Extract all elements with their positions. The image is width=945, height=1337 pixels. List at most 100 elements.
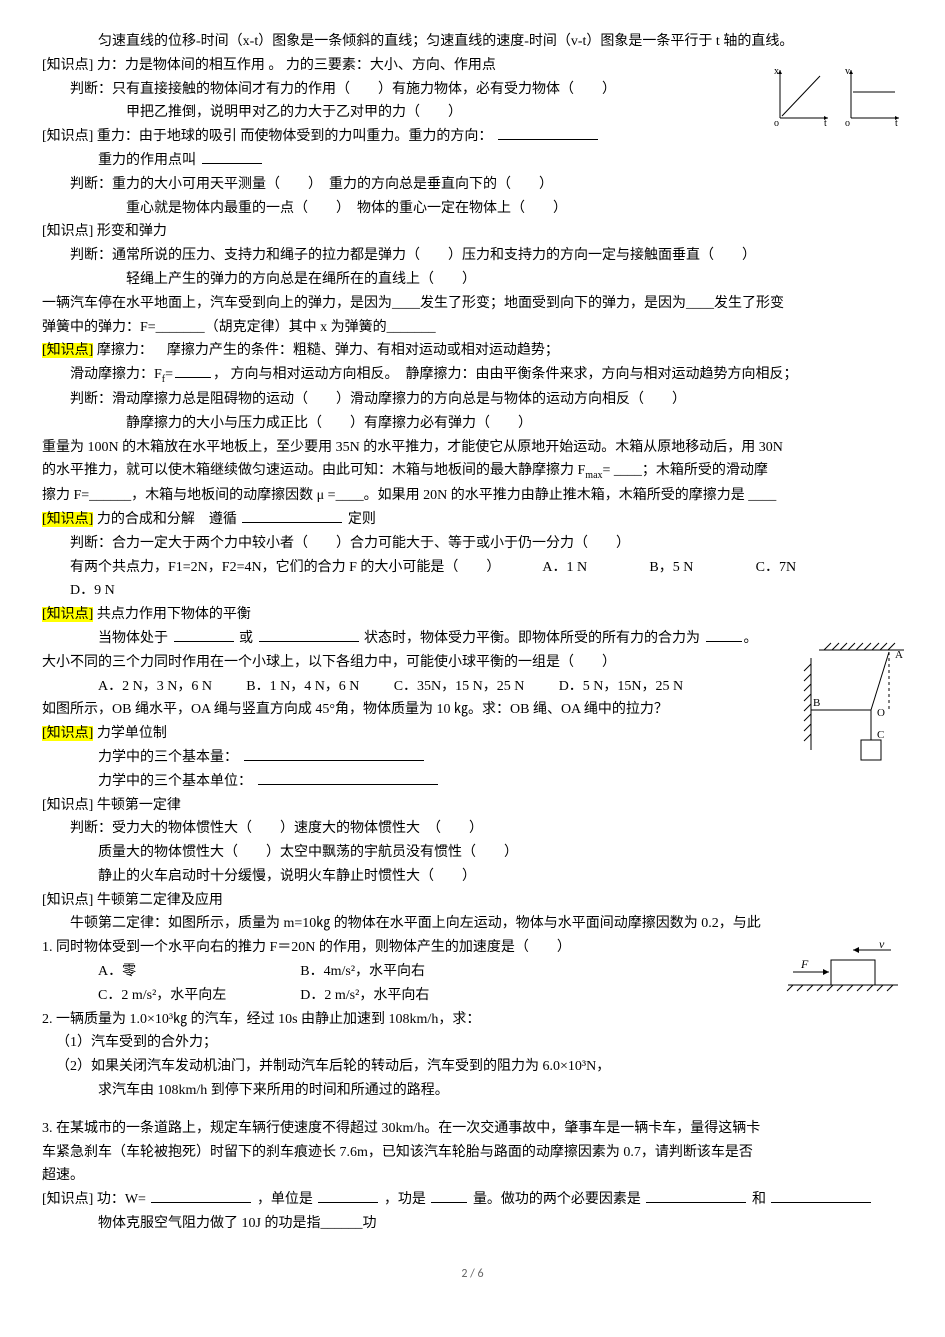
n2-q3b: 车紧急刹车（车轮被抱死）时留下的刹车痕迹长 7.6m，已知该汽车轮胎与路面的动摩…: [42, 1141, 903, 1165]
judge-compose: 判断：合力一定大于两个力中较小者（ ）合力可能大于、等于或小于仍一分力（ ）: [42, 532, 903, 556]
box-line-2b: ____；木箱所受的滑动摩: [614, 463, 768, 478]
units-l2-text: 力学中的三个基本单位：: [98, 774, 252, 789]
rope-q: 如图所示，OB 绳水平，OA 绳与竖直方向成 45°角，物体质量为 10 ㎏。求…: [42, 698, 903, 722]
judge-gravity-2: 重心就是物体内最重的一点（ ） 物体的重心一定在物体上（ ）: [42, 197, 903, 221]
compose-q: 有两个共点力，F1=2N，F2=4N，它们的合力 F 的大小可能是（ ） A．1…: [42, 556, 903, 604]
judge-friction-2: 静摩擦力的大小与压力成正比（ ）有摩擦力必有弹力（ ）: [42, 412, 903, 436]
blank-factor2[interactable]: [771, 1188, 871, 1203]
kp-friction-cond: 摩擦力产生的条件：粗糙、弹力、有相对运动或相对运动趋势；: [167, 343, 559, 358]
blank-units[interactable]: [258, 770, 438, 785]
label-C: C: [877, 729, 884, 741]
balance-q1: 大小不同的三个力同时作用在一个小球上，以下各组力中，可能使小球平衡的一组是（ ）: [42, 651, 903, 675]
kp-gravity-text: [知识点] 重力：由于地球的吸引 而使物体受到的力叫重力。重力的方向：: [42, 129, 492, 144]
blank-w-unit[interactable]: [318, 1188, 378, 1203]
work-air: 物体克服空气阻力做了 10J 的功是指______功: [42, 1212, 903, 1236]
kp-units: [知识点] 力学单位制: [42, 722, 903, 746]
gravity-point: 重力的作用点叫: [42, 149, 903, 173]
balance-opt-a[interactable]: A．2 N，3 N，6 N: [98, 675, 212, 699]
balance-t3: 状态时，物体受力平衡。即物体所受的所有力的合力为: [364, 631, 700, 646]
xt-origin: o: [774, 118, 779, 128]
judge-n1-1: 判断：受力大的物体惯性大（ ）速度大的物体惯性大 （ ）: [42, 817, 903, 841]
kp-compose-hl: [知识点]: [42, 512, 93, 527]
kp-friction-label: 摩擦力：: [97, 343, 153, 358]
label-A: A: [895, 649, 903, 661]
blank-state1[interactable]: [174, 627, 234, 642]
judge-friction-1: 判断：滑动摩擦力总是阻碍物的运动（ ）滑动摩擦力的方向总是与物体的运动方向相反（…: [42, 388, 903, 412]
compose-opt-d[interactable]: D．9 N: [42, 579, 115, 603]
kp-compose: [知识点] 力的合成和分解 遵循 定则: [42, 508, 903, 532]
kp-work-m4: 和: [752, 1192, 766, 1207]
n2-opt-c[interactable]: C．2 m/s²，水平向左: [98, 984, 266, 1008]
balance-t2: 或: [239, 631, 253, 646]
blank-w-formula[interactable]: [151, 1188, 251, 1203]
kp-work-label: [知识点] 功：W=: [42, 1192, 146, 1207]
n2-q2a: （1）汽车受到的合外力；: [42, 1031, 903, 1055]
vt-graph: v t o: [841, 64, 905, 128]
xt-graph: x t o: [770, 64, 834, 128]
kp-elastic: [知识点] 形变和弹力: [42, 220, 903, 244]
kp-newton2: [知识点] 牛顿第二定律及应用: [42, 889, 903, 913]
compose-opt-c[interactable]: C．7N: [728, 556, 796, 580]
balance-opt-c[interactable]: C．35N，15 N，25 N: [394, 675, 525, 699]
box-line-1: 重量为 100N 的木箱放在水平地板上，至少要用 35N 的水平推力，才能使它从…: [42, 436, 903, 460]
judge-gravity-1: 判断：重力的大小可用天平测量（ ） 重力的方向总是垂直向下的（ ）: [42, 173, 903, 197]
blank-w-type[interactable]: [431, 1188, 467, 1203]
gravity-point-text: 重力的作用点叫: [98, 153, 196, 168]
n2-opt-b[interactable]: B．4m/s²，水平向右: [300, 960, 425, 984]
block-diagram: F v: [783, 940, 903, 1009]
judge-n1-2: 质量大的物体惯性大（ ）太空中飘荡的宇航员没有惯性（ ）: [42, 841, 903, 865]
n2-q3c: 超速。: [42, 1164, 903, 1188]
n2-opt-a[interactable]: A．零: [98, 960, 266, 984]
blank-quantities[interactable]: [244, 746, 424, 761]
page-footer: 2 / 6: [42, 1264, 903, 1284]
compose-q-text: 有两个共点力，F1=2N，F2=4N，它们的合力 F 的大小可能是（ ）: [70, 560, 500, 575]
kp-units-label: 力学单位制: [97, 726, 167, 741]
label-v: v: [879, 940, 885, 951]
blank-factor1[interactable]: [646, 1188, 746, 1203]
friction-slide-text: 滑动摩擦力：F: [70, 367, 162, 382]
vt-origin: o: [845, 118, 850, 128]
kp-units-hl: [知识点]: [42, 726, 93, 741]
kp-newton1: [知识点] 牛顿第一定律: [42, 794, 903, 818]
label-B: B: [813, 697, 820, 709]
n2-opt-d[interactable]: D．2 m/s²，水平向右: [300, 984, 429, 1008]
kp-compose-label: 力的合成和分解 遵循: [97, 512, 237, 527]
label-O: O: [877, 707, 885, 719]
rope-diagram: A B O C: [799, 640, 909, 789]
balance-text: 当物体处于 或 状态时，物体受力平衡。即物体所受的所有力的合力为 。: [42, 627, 903, 651]
blank-gravity-dir[interactable]: [498, 125, 598, 140]
xt-vt-graphs: x t o v t o: [766, 64, 906, 137]
blank-zero[interactable]: [706, 627, 742, 642]
units-l1: 力学中的三个基本量：: [42, 746, 903, 770]
spring-hooke: 弹簧中的弹力：F=_______（胡克定律）其中 x 为弹簧的_______: [42, 316, 903, 340]
n2-q2: 2. 一辆质量为 1.0×10³㎏ 的汽车，经过 10s 由静止加速到 108k…: [42, 1008, 903, 1032]
blank-ff[interactable]: [175, 363, 211, 378]
compose-opt-b[interactable]: B，5 N: [621, 556, 693, 580]
kp-friction: [知识点] 摩擦力： 摩擦力产生的条件：粗糙、弹力、有相对运动或相对运动趋势；: [42, 339, 903, 363]
n2-q2b: （2）如果关闭汽车发动机油门，并制动汽车后轮的转动后，汽车受到的阻力为 6.0×…: [42, 1055, 903, 1079]
balance-t1: 当物体处于: [98, 631, 168, 646]
judge-n1-3: 静止的火车启动时十分缓慢，说明火车静止时惯性大（ ）: [42, 865, 903, 889]
kp-work: [知识点] 功：W= ，单位是 ，功是 量。做功的两个必要因素是 和: [42, 1188, 903, 1212]
n2-q2c: 求汽车由 108km/h 到停下来所用的时间和所通过的路程。: [42, 1079, 903, 1103]
kp-balance-label: 共点力作用下物体的平衡: [97, 607, 251, 622]
blank-state2[interactable]: [259, 627, 359, 642]
n2-opts-row2: C．2 m/s²，水平向左 D．2 m/s²，水平向右: [42, 984, 903, 1008]
blank-rule[interactable]: [242, 508, 342, 523]
friction-slide-text2: 方向与相对运动方向相反。 静摩擦力：由由平衡条件来求，方向与相对运动趋势方向相反…: [231, 367, 798, 382]
compose-opt-a[interactable]: A．1 N: [514, 556, 587, 580]
kp-work-m3: 量。做功的两个必要因素是: [473, 1192, 641, 1207]
kp-work-m2: ，功是: [384, 1192, 426, 1207]
kp-balance-hl: [知识点]: [42, 607, 93, 622]
xt-ylabel: x: [774, 66, 779, 77]
blank-gravity-point[interactable]: [202, 149, 262, 164]
kp-friction-hl: [知识点]: [42, 343, 93, 358]
label-F: F: [800, 957, 809, 971]
balance-opt-b[interactable]: B．1 N，4 N，6 N: [246, 675, 359, 699]
balance-opt-d[interactable]: D．5 N，15N，25 N: [559, 675, 683, 699]
vt-xlabel: t: [895, 118, 898, 128]
n2-l1: 牛顿第二定律：如图所示，质量为 m=10㎏ 的物体在水平面上向左运动，物体与水平…: [42, 912, 903, 936]
balance-opts: A．2 N，3 N，6 N B．1 N，4 N，6 N C．35N，15 N，2…: [42, 675, 903, 699]
box-line-2a: 的水平推力，就可以使木箱继续做匀速运动。由此可知：木箱与地板间的最大静摩擦力 F: [42, 463, 585, 478]
intro-line: 匀速直线的位移-时间（x-t）图象是一条倾斜的直线；匀速直线的速度-时间（v-t…: [42, 30, 903, 54]
